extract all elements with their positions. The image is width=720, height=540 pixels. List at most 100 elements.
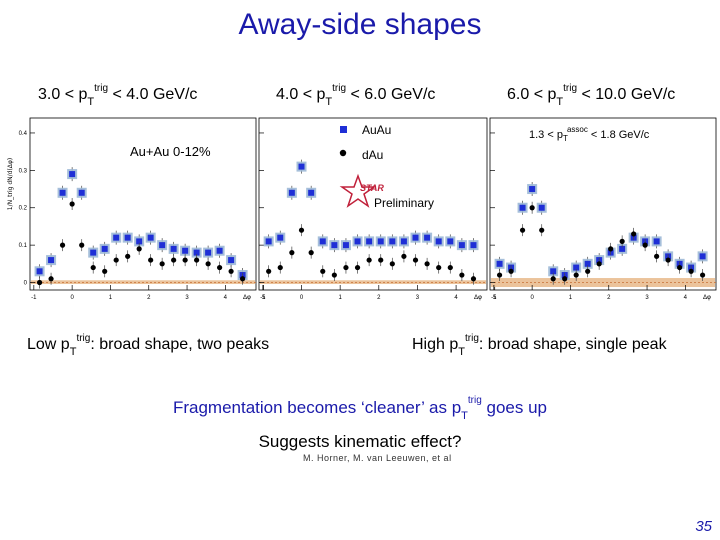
auau-point (412, 234, 419, 241)
auau-point (447, 238, 454, 245)
auau-point (377, 238, 384, 245)
dau-point (596, 261, 602, 267)
y-tick-label: 0.3 (19, 168, 28, 174)
dau-point (48, 276, 54, 282)
dau-point (102, 268, 108, 274)
dau-point (136, 246, 142, 252)
auau-point (59, 189, 66, 196)
dau-point (424, 261, 430, 267)
author-credit: M. Horner, M. van Leeuwen, et al (303, 453, 452, 463)
caption-low-suffix: : broad shape, two peaks (90, 336, 270, 353)
auau-point (319, 238, 326, 245)
assoc-cut-sub: T (563, 134, 568, 143)
dau-point (470, 276, 477, 282)
auau-point (584, 260, 591, 267)
dau-point (343, 264, 349, 271)
chart-panel-1: -1 0 1 2 3 4 5 Δφ 0 0.1 0.2 0.3 0.4 1/N_trig dN/d(Δφ) (7, 117, 266, 301)
fragmentation-prefix: Fragmentation becomes ‘cleaner’ as p (172, 398, 462, 417)
auau-point (36, 268, 43, 275)
slide-number: 35 (695, 518, 712, 535)
auau-point (354, 238, 361, 245)
dau-point (539, 227, 545, 233)
dau-point (412, 257, 419, 263)
legend: AuAu dAu (339, 123, 391, 162)
star-logo: STAR (339, 173, 384, 208)
flow-background-band (31, 280, 255, 285)
x-tick-label: 3 (185, 295, 189, 301)
auau-point (366, 238, 373, 245)
auau-point (170, 245, 177, 252)
dau-point (508, 268, 514, 274)
x-tick-label: 2 (607, 295, 611, 301)
dau-point (550, 276, 556, 282)
dau-point (277, 264, 283, 271)
auau-point (193, 249, 200, 256)
dau-point (266, 268, 272, 274)
caption-high-trigger: High pTtrig: broad shape, single peak (412, 333, 667, 358)
auau-point (69, 171, 76, 178)
dau-point (529, 205, 535, 211)
y-tick-label: 0 (24, 281, 28, 287)
assoc-cut-label: 1.3 < pTassoc < 1.8 GeV/c (529, 125, 650, 143)
slide-title: Away-side shapes (238, 8, 482, 41)
plot-frame (489, 117, 717, 291)
dau-point (90, 264, 96, 271)
panel-title-low-sub: T (87, 96, 95, 108)
x-tick-label: 4 (224, 295, 228, 301)
panel-title-low-suffix: < 4.0 GeV/c (108, 86, 198, 103)
dau-point (159, 261, 165, 267)
x-axis-label: Δφ (703, 294, 711, 301)
auau-point (342, 242, 349, 249)
panel-title-high-suffix: < 10.0 GeV/c (577, 86, 676, 103)
auau-point (205, 249, 212, 256)
caption-high-suffix: : broad shape, single peak (478, 336, 667, 353)
x-tick-label: 4 (454, 295, 458, 301)
auau-point (389, 238, 396, 245)
auau-point (458, 242, 465, 249)
dau-point (459, 272, 465, 278)
y-axis-label: 1/N_trig dN/d(Δφ) (7, 158, 14, 210)
auau-point (48, 257, 55, 264)
dau-point (289, 250, 295, 256)
dau-point (642, 242, 648, 248)
x-tick-label: 4 (684, 295, 688, 301)
panel-title-high-sup: trig (563, 83, 578, 94)
legend-auau-label: AuAu (362, 123, 391, 137)
dau-point (378, 257, 384, 263)
kinematic-question: Suggests kinematic effect? (258, 432, 462, 451)
auau-point (424, 234, 431, 241)
auau-point (331, 242, 338, 249)
x-tick-label: 0 (70, 295, 74, 301)
chart-panel-3: -1 0 1 2 3 4 5 Δφ (489, 117, 717, 301)
panel-title-low-prefix: 3.0 < p (38, 86, 88, 103)
chart-figure: -1 0 1 2 3 4 5 Δφ 0 0.1 0.2 0.3 0.4 1/N_trig dN/d(Δφ)… (7, 117, 717, 301)
dau-point (79, 242, 85, 248)
dau-point (298, 227, 305, 233)
fragmentation-note: Fragmentation becomes ‘cleaner’ as pTtri… (0, 395, 720, 422)
auau-point (124, 234, 131, 241)
fragmentation-sup: trig (467, 395, 482, 406)
chart-panel-2: -1 0 1 2 3 4 5 Δφ (258, 117, 497, 301)
panel-title-mid-sub: T (325, 96, 333, 108)
dau-point (59, 242, 66, 248)
auau-point (101, 245, 108, 252)
auau-point (298, 163, 305, 170)
legend-dau-marker (339, 149, 347, 157)
dau-point (519, 227, 526, 233)
caption-high-sup: trig (464, 333, 479, 344)
dau-point (228, 268, 234, 274)
dau-point (654, 253, 660, 259)
dau-point (171, 257, 177, 263)
dau-point (194, 257, 200, 263)
dau-point (619, 238, 625, 244)
auau-point (228, 257, 235, 264)
x-tick-label: -1 (31, 295, 37, 301)
dau-point (585, 268, 591, 274)
dau-point (496, 272, 503, 278)
panel-title-mid: 4.0 < pTtrig < 6.0 GeV/c (276, 83, 435, 108)
x-tick-label: 3 (416, 295, 420, 301)
dau-point (447, 264, 453, 271)
centrality-label: Au+Au 0-12% (130, 144, 211, 159)
auau-point (308, 189, 315, 196)
auau-point (288, 189, 295, 196)
